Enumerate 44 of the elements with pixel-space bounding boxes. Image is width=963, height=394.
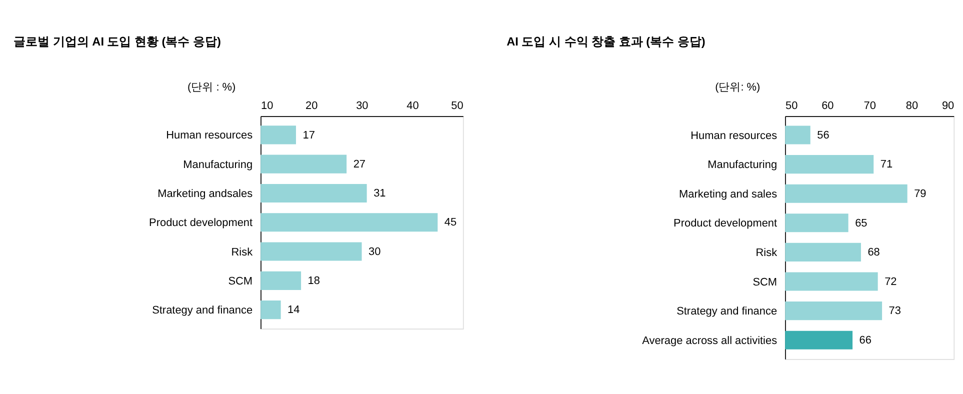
y-tick-label: SCM (228, 275, 253, 288)
data-label: 72 (884, 276, 897, 288)
y-tick-label: Average across all activities (642, 334, 778, 347)
data-label: 27 (353, 158, 366, 170)
x-tick-label: 60 (822, 100, 834, 112)
x-tick-label: 20 (305, 100, 318, 112)
x-axis-title: (단위 : %) (188, 81, 236, 94)
x-tick-label: 70 (864, 100, 876, 112)
data-label: 66 (859, 334, 872, 346)
y-tick-label: Manufacturing (183, 158, 253, 171)
x-tick-label: 90 (942, 100, 954, 112)
x-tick-label: 10 (260, 100, 274, 112)
data-label: 71 (880, 158, 893, 171)
y-tick-label: Strategy and finance (152, 304, 253, 317)
data-label: 68 (868, 246, 880, 259)
y-tick-label: Human resources (690, 130, 778, 142)
text: 글로벌 기업의 AI 도입 현황 (복수 응답) (14, 34, 222, 48)
x-tick-label: 80 (906, 100, 918, 112)
x-tick-label: 30 (356, 100, 368, 112)
x-tick-label: 50 (451, 100, 464, 112)
text: AI 도입 시 수익 창출 효과 (복수 응답) (506, 34, 706, 48)
y-tick-label: SCM (752, 276, 778, 288)
y-tick-label: Strategy and finance (676, 306, 778, 318)
y-tick-label: Risk (756, 247, 778, 259)
x-tick-label: 40 (406, 100, 419, 112)
data-label: 79 (914, 188, 926, 200)
data-label: 14 (288, 304, 300, 316)
data-label: 18 (308, 275, 320, 288)
y-tick-label: Marketing andsales (158, 188, 254, 200)
y-tick-label: Manufacturing (708, 159, 778, 172)
data-label: 31 (374, 188, 386, 200)
y-tick-label: Risk (231, 246, 254, 258)
y-tick-label: Marketing and sales (679, 188, 778, 200)
data-label: 56 (817, 129, 830, 142)
y-tick-label: Product development (674, 218, 778, 230)
data-label: 17 (302, 129, 315, 142)
data-label: 73 (888, 305, 901, 318)
data-label: 45 (444, 216, 457, 229)
y-tick-label: Human resources (166, 130, 254, 142)
data-label: 65 (855, 217, 868, 230)
y-tick-label: Product development (149, 217, 253, 230)
x-tick-label: 50 (785, 100, 798, 112)
x-axis-title: (단위: %) (715, 81, 760, 94)
data-label: 30 (368, 246, 381, 258)
